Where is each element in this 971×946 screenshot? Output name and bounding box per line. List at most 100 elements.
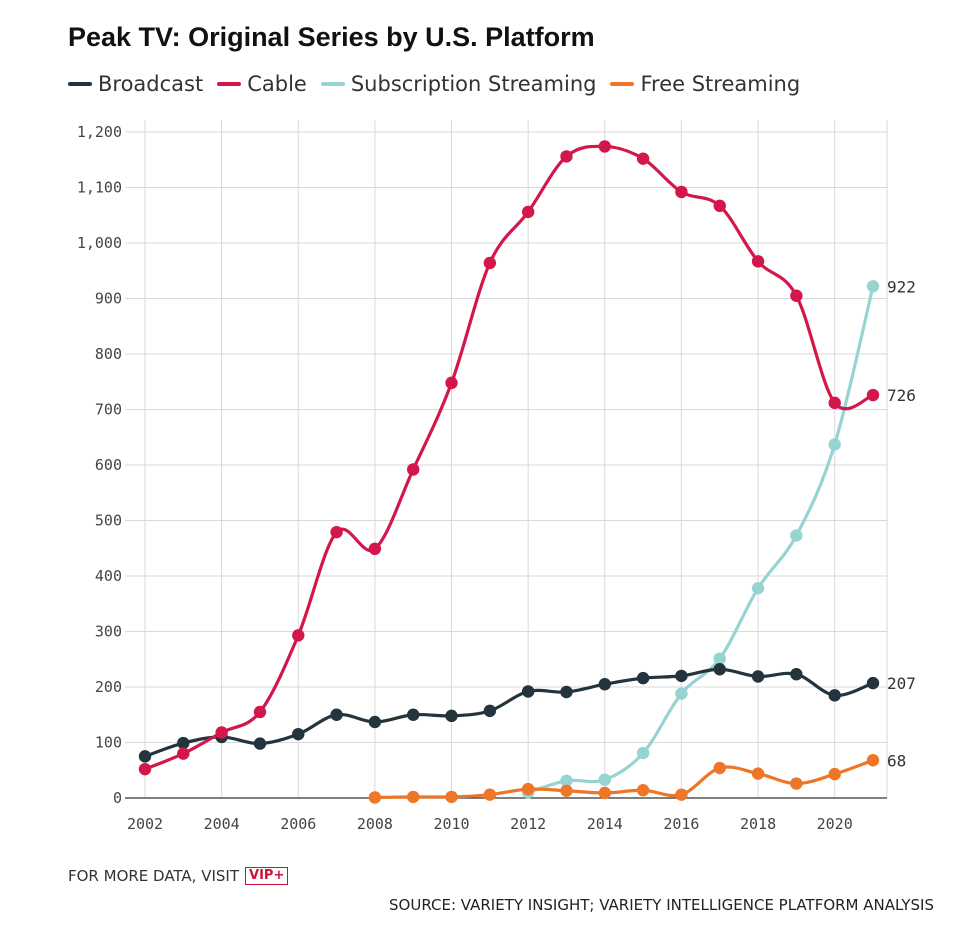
data-point-subscription-streaming [636,746,650,760]
data-point-free-streaming [368,791,382,804]
data-point-free-streaming [713,761,726,775]
data-point-cable [445,376,458,390]
end-label-free-streaming: 68 [887,751,906,770]
legend-label-broadcast: Broadcast [98,72,204,96]
legend-swatch-cable [217,82,242,86]
data-point-broadcast [598,678,611,691]
y-tick-label: 1,100 [77,179,122,197]
data-point-free-streaming [483,788,497,801]
data-point-cable [790,289,803,302]
data-point-free-streaming [675,788,688,801]
legend-label-subscription-streaming: Subscription Streaming [350,72,597,96]
series-line-subscription-streaming [527,285,875,794]
data-point-subscription-streaming [713,652,726,665]
data-point-free-streaming [866,754,880,767]
data-point-broadcast [866,676,880,690]
data-point-cable [253,705,267,719]
y-tick-label: 300 [95,623,122,641]
data-point-cable [330,525,343,539]
data-point-subscription-streaming [751,582,765,595]
y-tick-label: 700 [95,401,122,419]
legend-item-broadcast: Broadcast [68,72,203,96]
data-point-cable [828,396,841,410]
data-point-cable [177,747,190,760]
legend-swatch-subscription-streaming [320,82,345,86]
data-point-cable [560,150,573,163]
data-point-cable [368,542,382,556]
data-point-broadcast [483,704,497,718]
y-tick-label: 1,000 [77,234,122,252]
data-point-cable [866,388,880,402]
y-tick-label: 1,200 [77,123,122,141]
data-point-broadcast [790,668,803,681]
data-point-cable [138,762,152,776]
chart-title: Peak TV: Original Series by U.S. Platfor… [68,22,595,52]
data-point-broadcast [521,685,535,698]
more-data-text: FOR MORE DATA, VISIT [68,867,240,885]
data-point-free-streaming [828,767,841,781]
vip-plus-link[interactable]: VIP+ [245,867,289,885]
data-point-free-streaming [751,767,765,780]
data-point-cable [713,199,726,213]
x-tick-label: 2020 [817,815,853,833]
data-point-broadcast [407,708,420,721]
data-point-free-streaming [598,786,611,800]
data-point-cable [292,629,305,642]
legend-swatch-broadcast [68,82,92,86]
data-point-free-streaming [560,784,573,797]
legend-label-cable: Cable [247,72,307,96]
data-point-subscription-streaming [866,280,880,293]
x-tick-label: 2018 [740,815,776,833]
data-point-cable [751,255,765,268]
data-point-broadcast [751,670,765,683]
data-point-free-streaming [790,777,803,790]
data-point-broadcast [292,727,305,741]
legend-label-free-streaming: Free Streaming [640,72,801,96]
data-point-broadcast [828,689,841,702]
data-point-subscription-streaming [560,774,573,787]
data-point-broadcast [445,709,458,723]
data-point-free-streaming [521,782,535,796]
y-tick-label: 400 [95,567,122,585]
data-point-cable [598,140,611,153]
data-point-free-streaming [407,790,420,804]
data-point-broadcast [560,685,573,699]
x-tick-label: 2006 [280,815,316,833]
legend-swatch-free-streaming [610,82,635,86]
y-tick-label: 200 [95,678,122,696]
data-point-subscription-streaming [828,438,841,451]
data-point-free-streaming [636,784,650,797]
y-tick-label: 800 [95,345,122,363]
y-tick-label: 500 [95,512,122,530]
data-point-broadcast [636,671,650,685]
y-tick-label: 0 [113,789,122,807]
data-point-subscription-streaming [790,529,803,542]
data-point-subscription-streaming [675,687,688,700]
x-tick-label: 2010 [433,815,469,833]
x-tick-label: 2014 [587,815,623,833]
data-point-free-streaming [445,790,458,804]
x-tick-label: 2012 [510,815,546,833]
x-tick-label: 2002 [127,815,163,833]
data-point-broadcast [138,750,152,763]
data-point-cable [675,185,688,199]
data-point-broadcast [368,715,382,729]
end-label-cable: 726 [887,386,916,405]
data-point-subscription-streaming [598,773,611,786]
legend-item-free-streaming: Free Streaming [610,72,800,96]
legend-item-subscription-streaming: Subscription Streaming [320,72,597,96]
end-label-broadcast: 207 [887,674,916,693]
source-note: SOURCE: VARIETY INSIGHT; VARIETY INTELLI… [389,896,934,914]
data-point-cable [483,256,497,270]
data-point-broadcast [253,737,267,750]
y-tick-label: 100 [95,734,122,752]
y-tick-label: 600 [95,456,122,474]
x-tick-label: 2016 [663,815,699,833]
data-point-cable [521,205,535,219]
end-label-subscription-streaming: 922 [887,277,916,296]
more-data-note: FOR MORE DATA, VISIT VIP+ [68,867,289,885]
x-tick-label: 2004 [204,815,240,833]
data-point-cable [636,152,650,165]
data-point-broadcast [177,736,190,750]
